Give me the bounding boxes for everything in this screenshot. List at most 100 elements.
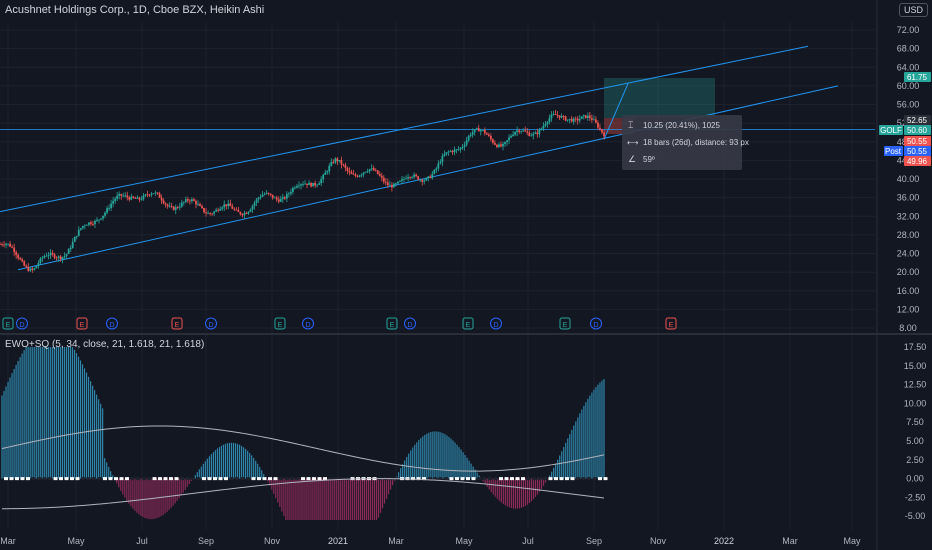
candle-body	[504, 142, 506, 144]
squeeze-dot	[136, 477, 140, 481]
candle-body	[15, 252, 18, 255]
candle-body	[7, 243, 9, 245]
candle-body	[455, 149, 458, 151]
squeeze-dot	[191, 477, 195, 481]
measure-height-icon: ⌶	[628, 120, 633, 130]
squeeze-dot	[284, 477, 289, 481]
time-axis-label: Sep	[586, 536, 602, 546]
candle-body	[271, 194, 274, 198]
price-tick-label: 12.00	[897, 304, 920, 314]
candle-body	[136, 197, 139, 199]
candle-body	[574, 118, 577, 120]
candle-body	[415, 174, 418, 177]
candle-body	[205, 212, 207, 214]
candle-body	[108, 208, 110, 209]
candle-body	[570, 118, 573, 122]
squeeze-dot	[163, 477, 168, 481]
dividend-marker	[205, 317, 217, 330]
squeeze-dot	[196, 477, 201, 481]
candle-body	[166, 204, 169, 207]
indicator-label: EWO+SQ (5, 34, close, 21, 1.618, 21, 1.6…	[5, 339, 205, 350]
candle-body	[251, 205, 254, 210]
candle-body	[316, 184, 319, 186]
price-label: 61.75	[907, 73, 928, 82]
indicator-tick-label: 5.00	[906, 436, 924, 446]
candle-body	[518, 130, 521, 132]
candle-body	[532, 133, 535, 136]
candle-body	[483, 129, 486, 134]
candle-body	[330, 162, 333, 166]
candle-body	[195, 200, 197, 205]
squeeze-dot	[471, 477, 476, 481]
candle-body	[152, 193, 155, 195]
candle-body	[498, 144, 500, 148]
squeeze-dot	[565, 477, 569, 481]
time-axis-label: Nov	[650, 536, 667, 546]
candle-body	[39, 258, 42, 264]
squeeze-dot	[279, 477, 283, 481]
squeeze-dot	[482, 477, 487, 481]
candle-body	[419, 179, 422, 181]
candle-body	[403, 178, 405, 180]
candle-body	[273, 197, 276, 199]
candle-body	[560, 115, 563, 118]
candle-body	[259, 196, 262, 198]
candle-body	[481, 129, 484, 131]
candle-body	[120, 194, 123, 196]
event-marker-label: D	[593, 322, 598, 329]
squeeze-dot	[301, 477, 305, 481]
squeeze-dot	[548, 477, 553, 481]
candle-body	[59, 256, 62, 260]
candle-body	[90, 222, 92, 225]
candle-body	[457, 149, 460, 151]
squeeze-dot	[295, 477, 300, 481]
candle-body	[114, 198, 117, 202]
candle-body	[249, 209, 252, 212]
dividend-marker	[16, 317, 28, 330]
candle-body	[556, 114, 559, 116]
candle-body	[92, 224, 94, 225]
candle-body	[342, 164, 345, 166]
candle-body	[245, 213, 248, 214]
squeeze-dot	[202, 477, 206, 481]
price-tick-label: 24.00	[897, 249, 920, 259]
squeeze-dot	[592, 477, 597, 481]
candle-body	[423, 180, 426, 182]
candle-body	[235, 209, 238, 211]
candle-body	[98, 219, 100, 221]
squeeze-dot	[460, 477, 465, 481]
candle-body	[142, 195, 145, 200]
currency-button[interactable]: USD	[898, 3, 928, 17]
candle-body	[459, 147, 462, 150]
ewo-lower-band	[1, 478, 605, 510]
candle-body	[584, 115, 587, 118]
candle-body	[178, 206, 181, 208]
earnings-marker	[462, 317, 474, 330]
candle-body	[122, 195, 125, 197]
squeeze-dot	[37, 477, 41, 481]
candle-body	[500, 144, 502, 147]
squeeze-dot	[235, 477, 239, 481]
candle-body	[590, 117, 593, 120]
symbol-tag-bg	[879, 125, 903, 135]
price-tick-label: 20.00	[897, 267, 920, 277]
candle-body	[201, 205, 203, 208]
event-marker-label: D	[493, 322, 498, 329]
candle-body	[395, 183, 397, 185]
earnings-marker	[2, 317, 14, 330]
indicator-tick-label: 15.00	[904, 361, 927, 371]
candle-body	[213, 211, 216, 214]
candle-body	[112, 201, 115, 204]
squeeze-dot	[229, 477, 234, 481]
candle-body	[53, 254, 56, 258]
event-marker-label: E	[80, 322, 85, 329]
candle-body	[554, 114, 557, 115]
candle-body	[508, 137, 510, 141]
candle-body	[496, 144, 498, 148]
squeeze-dot	[449, 477, 454, 481]
candle-body	[19, 258, 22, 260]
candle-body	[156, 192, 159, 194]
candle-body	[526, 131, 529, 133]
candle-body	[237, 209, 240, 212]
